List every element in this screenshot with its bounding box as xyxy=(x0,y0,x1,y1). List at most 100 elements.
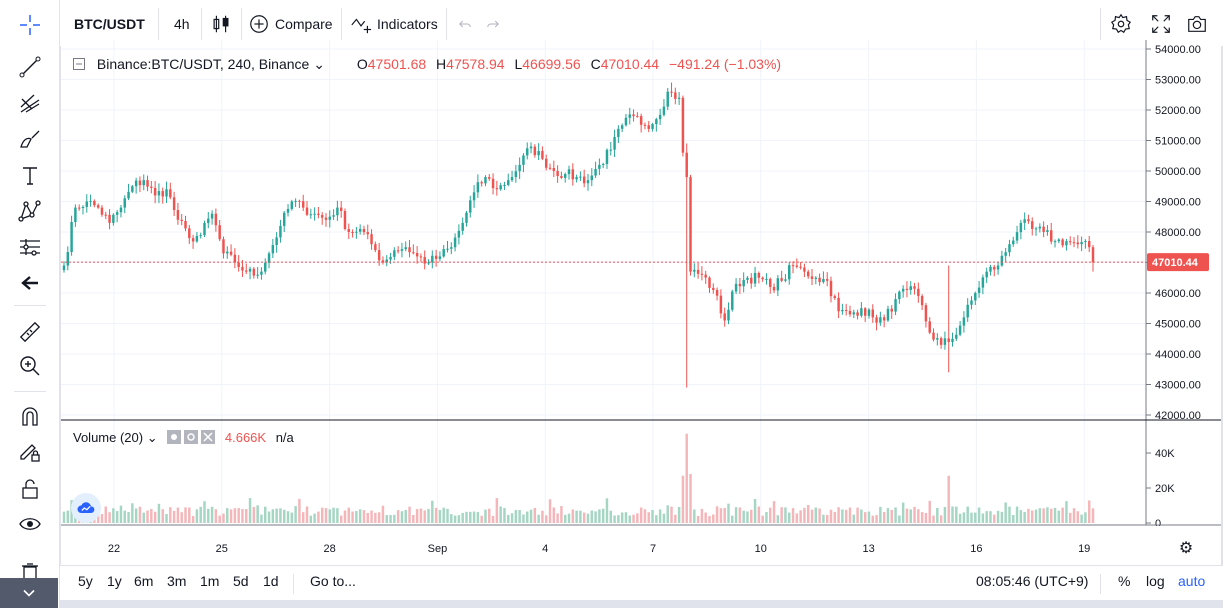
volume-bar xyxy=(598,509,601,523)
candles-icon xyxy=(213,15,229,33)
candle-body xyxy=(279,225,282,238)
auto-toggle[interactable]: auto xyxy=(1178,573,1206,589)
chevron-down-icon[interactable]: ⌄ xyxy=(313,56,325,72)
settings-icon[interactable]: ⚙ xyxy=(1179,540,1193,557)
redo-button[interactable] xyxy=(484,8,502,40)
volume-bar xyxy=(260,514,263,523)
range-1m-button[interactable]: 1m xyxy=(200,573,220,589)
bottom-divider xyxy=(293,574,294,594)
volume-bar xyxy=(962,512,966,523)
volume-legend-title[interactable]: Volume (20) xyxy=(73,430,144,445)
price-tick-label: 43000.00 xyxy=(1155,380,1201,392)
candle-body xyxy=(404,247,407,250)
timezone-clock[interactable]: 08:05:46 (UTC+9) xyxy=(976,573,1089,589)
volume-bar xyxy=(510,513,514,523)
eye-icon[interactable] xyxy=(10,509,50,539)
volume-bar xyxy=(324,508,328,523)
candle-body xyxy=(108,214,111,223)
volume-bar xyxy=(245,509,248,523)
pitchfork-icon[interactable] xyxy=(10,88,50,118)
settings-icon[interactable] xyxy=(1110,8,1132,40)
candle-body xyxy=(491,178,495,189)
brush-icon[interactable] xyxy=(10,124,50,154)
indicators-button[interactable]: Indicators xyxy=(350,8,438,40)
chart-container[interactable]: 54000.00 53000.00 52000.00 51000.00 50000.00… xyxy=(61,40,1221,565)
volume-bar xyxy=(112,508,115,523)
volume-bar xyxy=(651,510,654,523)
chevron-down-icon[interactable]: ⌄ xyxy=(146,430,158,445)
close-icon[interactable] xyxy=(201,430,216,444)
candle-body xyxy=(681,97,685,153)
undo-button[interactable] xyxy=(456,8,474,40)
crosshair-icon[interactable] xyxy=(10,10,50,40)
volume-bar xyxy=(320,507,324,523)
candle-body xyxy=(427,262,430,264)
back-arrow-icon[interactable] xyxy=(10,268,50,298)
camera-icon[interactable] xyxy=(1186,8,1208,40)
candle-body xyxy=(499,185,502,190)
candle-body xyxy=(719,295,723,314)
interval-button[interactable]: 4h xyxy=(174,16,190,32)
trend-line-icon[interactable] xyxy=(10,52,50,82)
prediction-icon[interactable] xyxy=(10,232,50,262)
candle-body xyxy=(970,300,973,305)
log-toggle[interactable]: log xyxy=(1146,573,1165,589)
goto-button[interactable]: Go to... xyxy=(310,573,356,589)
volume-bar xyxy=(377,512,381,523)
chart-canvas[interactable]: 54000.00 53000.00 52000.00 51000.00 50000.00… xyxy=(61,40,1221,565)
volume-bar xyxy=(472,511,476,523)
candle-body xyxy=(1008,244,1011,253)
candle-body xyxy=(947,338,950,342)
candle-body xyxy=(442,249,445,257)
volume-bar xyxy=(279,508,282,523)
range-1d-button[interactable]: 1d xyxy=(263,573,279,589)
candle-body xyxy=(169,189,172,198)
range-5y-button[interactable]: 5y xyxy=(78,573,93,589)
candle-body xyxy=(951,338,954,342)
range-5d-button[interactable]: 5d xyxy=(233,573,249,589)
settings-icon[interactable] xyxy=(184,430,199,444)
compare-button[interactable]: Compare xyxy=(248,8,333,40)
candle-body xyxy=(974,293,977,301)
legend-series-title[interactable]: Binance:BTC/USDT, 240, Binance xyxy=(96,56,310,72)
lock-drawing-icon[interactable] xyxy=(10,436,50,466)
chevron-down-icon[interactable] xyxy=(0,578,58,608)
text-icon[interactable] xyxy=(10,160,50,190)
ruler-icon[interactable] xyxy=(10,317,50,347)
candle-body xyxy=(863,308,867,316)
candle-body xyxy=(1004,252,1007,256)
candle-body xyxy=(689,177,692,272)
volume-bar xyxy=(636,513,639,523)
candle-body xyxy=(446,248,449,250)
candle-body xyxy=(833,296,837,299)
range-1y-button[interactable]: 1y xyxy=(107,573,122,589)
volume-bar xyxy=(613,515,616,523)
candle-body xyxy=(320,215,324,218)
candle-body xyxy=(985,271,988,278)
volume-bar xyxy=(670,506,673,523)
cloud-icon[interactable] xyxy=(71,493,101,523)
pattern-icon[interactable] xyxy=(10,196,50,226)
symbol-search-button[interactable]: BTC/USDT xyxy=(74,16,145,32)
fullscreen-icon[interactable] xyxy=(1150,8,1172,40)
volume-bar xyxy=(677,506,681,523)
chart-style-button[interactable] xyxy=(210,8,232,40)
candle-body xyxy=(1042,226,1045,232)
lock-icon[interactable] xyxy=(10,474,50,504)
eye-icon[interactable] xyxy=(167,430,182,444)
collapse-icon[interactable] xyxy=(73,58,85,70)
candle-body xyxy=(825,279,829,281)
volume-bar xyxy=(347,507,351,523)
candle-body xyxy=(381,260,385,263)
candle-body xyxy=(343,210,347,230)
range-3m-button[interactable]: 3m xyxy=(167,573,187,589)
range-6m-button[interactable]: 6m xyxy=(134,573,154,589)
candle-body xyxy=(909,286,912,290)
magnet-icon[interactable] xyxy=(10,401,50,431)
candle-body xyxy=(165,189,168,197)
volume-bar xyxy=(898,515,901,523)
percent-toggle[interactable]: % xyxy=(1118,573,1131,589)
zoom-in-icon[interactable] xyxy=(10,351,50,381)
candle-body xyxy=(685,152,688,178)
chart-axes: 54000.00 53000.00 52000.00 51000.00 50000.00… xyxy=(61,40,1221,564)
